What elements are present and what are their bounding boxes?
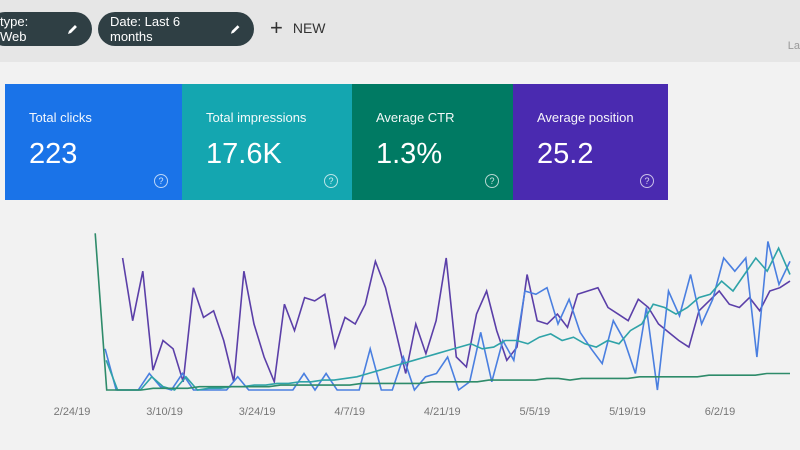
series-line-1 xyxy=(104,241,791,392)
filter-label: type: Web xyxy=(0,14,29,44)
metric-card-total-clicks[interactable]: Total clicks 223 ? xyxy=(5,84,182,200)
metric-label: Total clicks xyxy=(29,110,92,125)
filter-label: Date: Last 6 months xyxy=(110,14,181,44)
x-tick-label: 5/19/19 xyxy=(609,406,646,418)
x-tick-label: 4/21/19 xyxy=(424,406,461,418)
metric-value: 25.2 xyxy=(537,138,594,170)
help-icon[interactable]: ? xyxy=(324,174,338,188)
pencil-icon xyxy=(230,25,240,34)
metric-label: Average CTR xyxy=(376,110,455,125)
new-label: NEW xyxy=(292,20,326,36)
new-filter-button[interactable]: + NEW xyxy=(270,15,326,40)
corner-text: La xyxy=(787,40,800,52)
performance-chart: 2/24/19 3/10/19 3/24/19 4/7/19 4/21/19 5/5/19… xyxy=(54,233,791,418)
plus-icon: + xyxy=(270,15,283,40)
x-tick-label: 5/5/19 xyxy=(520,406,551,418)
metric-value: 1.3% xyxy=(376,138,443,170)
x-tick-label: 2/24/19 xyxy=(54,406,91,418)
x-tick-label: 4/7/19 xyxy=(334,406,365,418)
search-type-filter-chip[interactable]: type: Web xyxy=(0,12,92,46)
x-tick-label: 3/10/19 xyxy=(146,406,183,418)
metric-value: 17.6K xyxy=(206,138,282,170)
date-filter-chip[interactable]: Date: Last 6 months xyxy=(98,12,254,46)
metric-label: Average position xyxy=(537,110,634,125)
pencil-icon xyxy=(68,25,78,34)
metric-value: 223 xyxy=(29,138,78,170)
series-line-2 xyxy=(105,246,791,391)
filter-bar: type: Web Date: Last 6 months + NEW La xyxy=(0,0,800,63)
metric-card-total-impressions[interactable]: Total impressions 17.6K ? xyxy=(182,84,352,200)
series-line-3 xyxy=(94,233,790,391)
help-icon[interactable]: ? xyxy=(640,174,654,188)
metric-card-average-position[interactable]: Average position 25.2 ? xyxy=(513,84,668,200)
help-icon[interactable]: ? xyxy=(485,174,499,188)
x-tick-label: 6/2/19 xyxy=(705,406,736,418)
metric-card-average-ctr[interactable]: Average CTR 1.3% ? xyxy=(352,84,513,200)
help-icon[interactable]: ? xyxy=(154,174,168,188)
metric-label: Total impressions xyxy=(206,110,307,125)
x-tick-label: 3/24/19 xyxy=(239,406,276,418)
